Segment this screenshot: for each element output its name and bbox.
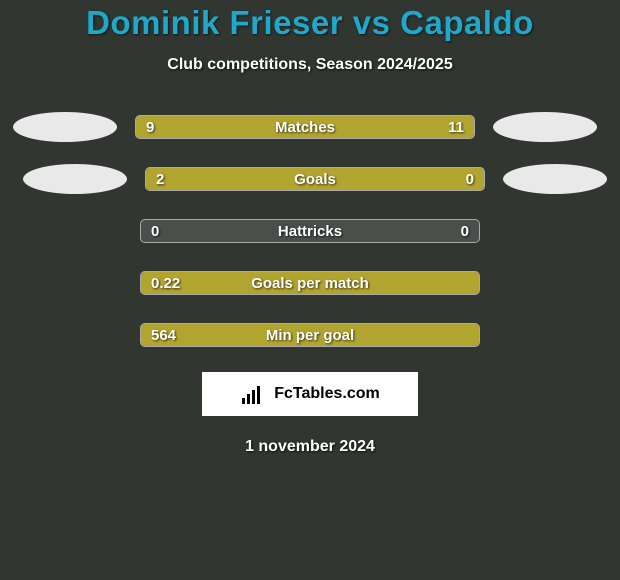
club-logo-right [503, 164, 607, 194]
metric-bar: Goals per match0.22 [140, 271, 480, 295]
metric-bar: Goals20 [145, 167, 485, 191]
metric-value-right: 0 [461, 220, 469, 242]
comparison-panel: Dominik Frieser vs Capaldo Club competit… [0, 0, 620, 456]
metric-bar: Min per goal564 [140, 323, 480, 347]
metric-value-left: 0 [151, 220, 159, 242]
bar-segment-left [141, 272, 479, 294]
brand-badge[interactable]: FcTables.com [202, 372, 418, 416]
bar-segment-right [410, 168, 484, 190]
date-label: 1 november 2024 [0, 438, 620, 456]
club-logo-left [23, 164, 127, 194]
bar-segment-right [288, 116, 474, 138]
metric-bar: Hattricks0 0 [140, 219, 480, 243]
brand-text: FcTables.com [274, 385, 380, 403]
bar-segment-left [136, 116, 288, 138]
metric-row: Goals per match0.22 [0, 268, 620, 298]
metric-row: Goals20 [0, 164, 620, 194]
bar-segment-left [141, 324, 479, 346]
metric-row: Min per goal564 [0, 320, 620, 350]
page-title: Dominik Frieser vs Capaldo [0, 4, 620, 42]
metric-row: Matches911 [0, 112, 620, 142]
subtitle: Club competitions, Season 2024/2025 [0, 56, 620, 74]
bar-segment-left [146, 168, 410, 190]
metric-row: Hattricks0 0 [0, 216, 620, 246]
metric-rows: Matches911 Goals20 Hattricks0 0 Goals per ma… [0, 112, 620, 350]
bar-chart-icon [240, 384, 268, 404]
club-logo-left [13, 112, 117, 142]
metric-bar: Matches911 [135, 115, 475, 139]
metric-label: Hattricks [141, 220, 479, 242]
club-logo-right [493, 112, 597, 142]
